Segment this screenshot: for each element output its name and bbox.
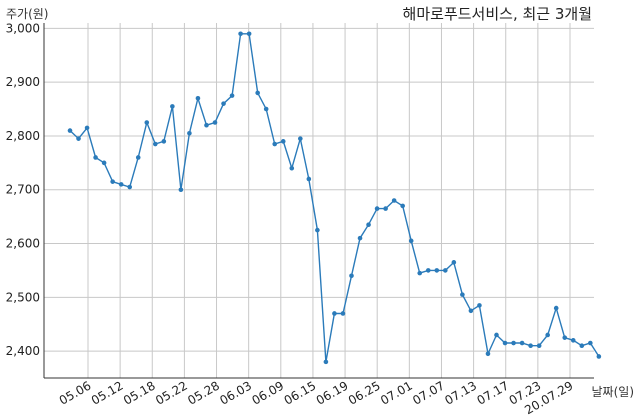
data-point xyxy=(263,106,269,112)
y-tick-label: 2,700 xyxy=(6,183,40,197)
data-point xyxy=(127,184,133,190)
x-axis-label: 날짜(일) xyxy=(591,385,634,399)
data-point xyxy=(110,179,115,184)
data-point xyxy=(187,130,192,136)
data-point xyxy=(170,104,175,109)
data-point xyxy=(118,182,124,187)
data-point xyxy=(178,187,184,193)
y-tick-label: 3,000 xyxy=(6,21,40,35)
data-point xyxy=(280,139,286,144)
x-tick-label: 05.28 xyxy=(185,378,222,407)
data-point xyxy=(528,343,533,349)
data-point xyxy=(76,136,81,141)
data-point xyxy=(417,270,423,276)
data-point xyxy=(443,268,448,273)
data-point xyxy=(485,351,491,357)
tick-labels: 2,400 2,500 2,600 2,700 2,800 2,900 3,000 05.06… xyxy=(6,21,576,417)
x-tick-label: 05.22 xyxy=(153,378,190,407)
x-tick-label: 07.13 xyxy=(442,378,479,407)
data-point xyxy=(298,136,303,141)
data-point xyxy=(519,340,525,346)
data-point xyxy=(425,268,431,273)
data-point xyxy=(366,222,371,228)
data-point xyxy=(477,303,482,308)
data-point xyxy=(101,160,107,166)
x-tick-label: 06.19 xyxy=(314,378,351,407)
data-point xyxy=(84,125,90,131)
x-tick-label: 06.09 xyxy=(250,378,287,407)
data-point xyxy=(553,305,559,311)
price-series xyxy=(67,31,602,365)
data-point xyxy=(144,120,150,125)
chart-title: 해마로푸드서비스, 최근 3개월 xyxy=(402,5,592,23)
data-point xyxy=(340,311,346,316)
data-point xyxy=(383,206,388,211)
data-point xyxy=(562,335,568,340)
data-point xyxy=(246,31,252,37)
x-tick-label: 06.15 xyxy=(282,378,319,407)
data-point xyxy=(451,260,457,265)
data-point xyxy=(434,268,440,273)
data-point xyxy=(494,332,499,338)
data-point xyxy=(502,340,508,346)
data-point xyxy=(221,101,226,106)
data-point xyxy=(596,354,602,359)
axes xyxy=(43,23,594,379)
data-point xyxy=(374,206,380,211)
data-point xyxy=(460,292,465,297)
data-point xyxy=(468,308,474,314)
data-point xyxy=(306,176,312,182)
data-point xyxy=(391,198,397,203)
data-point xyxy=(272,141,278,147)
data-point xyxy=(588,340,593,346)
x-tick-label: 07.07 xyxy=(410,378,447,407)
grid xyxy=(44,23,594,378)
data-point xyxy=(255,90,260,96)
data-point xyxy=(349,273,354,279)
data-point xyxy=(195,96,201,101)
y-tick-label: 2,800 xyxy=(6,129,40,143)
data-point xyxy=(93,155,98,160)
data-point xyxy=(135,155,141,160)
y-axis-label: 주가(원) xyxy=(6,7,49,21)
x-tick-label: 06.25 xyxy=(346,378,383,407)
data-point xyxy=(400,203,405,209)
y-tick-label: 2,900 xyxy=(6,75,40,89)
data-point xyxy=(204,122,209,128)
data-point xyxy=(323,359,329,365)
data-point xyxy=(545,332,550,338)
data-point xyxy=(536,343,542,349)
data-point xyxy=(153,141,158,147)
data-point xyxy=(289,165,295,171)
data-point xyxy=(67,128,73,133)
data-point xyxy=(229,93,235,98)
data-point xyxy=(408,238,414,244)
y-tick-label: 2,400 xyxy=(6,344,40,358)
data-point xyxy=(570,338,576,343)
data-point xyxy=(332,311,337,316)
x-tick-label: 05.18 xyxy=(121,378,158,407)
y-tick-label: 2,500 xyxy=(6,290,40,304)
x-tick-label: 05.06 xyxy=(57,378,94,407)
x-tick-label: 05.12 xyxy=(89,378,126,407)
data-point xyxy=(238,31,243,37)
data-point xyxy=(161,139,167,144)
data-point xyxy=(315,227,320,233)
x-tick-label: 07.17 xyxy=(474,378,511,407)
y-tick-label: 2,600 xyxy=(6,237,40,251)
x-tick-label: 06.03 xyxy=(217,378,254,407)
data-point xyxy=(511,340,516,346)
data-point xyxy=(357,235,363,241)
x-tick-label: 07.01 xyxy=(378,378,415,407)
data-point xyxy=(579,343,585,349)
data-point xyxy=(212,120,218,125)
